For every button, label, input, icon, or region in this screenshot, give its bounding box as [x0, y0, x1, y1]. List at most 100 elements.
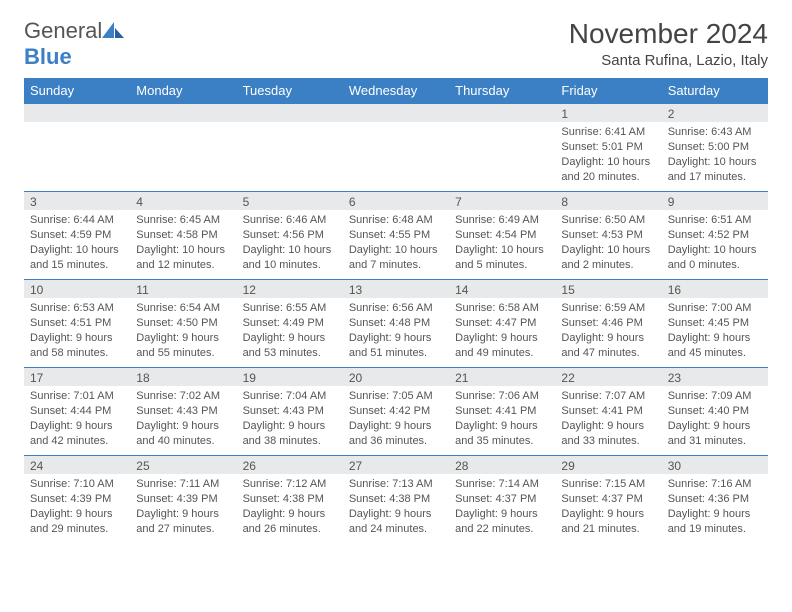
sunrise-text: Sunrise: 7:12 AM — [243, 477, 337, 492]
sunrise-text: Sunrise: 7:14 AM — [455, 477, 549, 492]
sunset-text: Sunset: 4:41 PM — [561, 404, 655, 419]
sunrise-text: Sunrise: 6:53 AM — [30, 301, 124, 316]
daylight-line2: and 47 minutes. — [561, 346, 655, 361]
sunrise-text: Sunrise: 7:06 AM — [455, 389, 549, 404]
daylight-line1: Daylight: 9 hours — [455, 419, 549, 434]
daylight-line2: and 55 minutes. — [136, 346, 230, 361]
calendar-cell: 1Sunrise: 6:41 AMSunset: 5:01 PMDaylight… — [555, 104, 661, 192]
sunset-text: Sunset: 4:56 PM — [243, 228, 337, 243]
day-content: Sunrise: 6:41 AMSunset: 5:01 PMDaylight:… — [555, 122, 661, 190]
daylight-line2: and 15 minutes. — [30, 258, 124, 273]
daylight-line1: Daylight: 9 hours — [136, 331, 230, 346]
sunset-text: Sunset: 4:51 PM — [30, 316, 124, 331]
day-content: Sunrise: 6:45 AMSunset: 4:58 PMDaylight:… — [130, 210, 236, 278]
day-number: 30 — [662, 456, 768, 474]
calendar-body: 1Sunrise: 6:41 AMSunset: 5:01 PMDaylight… — [24, 104, 768, 544]
logo-text-general: General — [24, 18, 102, 43]
daylight-line2: and 33 minutes. — [561, 434, 655, 449]
calendar-cell: 23Sunrise: 7:09 AMSunset: 4:40 PMDayligh… — [662, 368, 768, 456]
sunset-text: Sunset: 4:49 PM — [243, 316, 337, 331]
sunset-text: Sunset: 4:38 PM — [349, 492, 443, 507]
daylight-line1: Daylight: 9 hours — [455, 507, 549, 522]
daylight-line2: and 7 minutes. — [349, 258, 443, 273]
daylight-line1: Daylight: 9 hours — [561, 419, 655, 434]
logo-text: General Blue — [24, 18, 124, 70]
day-number: 10 — [24, 280, 130, 298]
daylight-line2: and 21 minutes. — [561, 522, 655, 537]
daylight-line1: Daylight: 9 hours — [243, 331, 337, 346]
calendar-cell: 15Sunrise: 6:59 AMSunset: 4:46 PMDayligh… — [555, 280, 661, 368]
day-content: Sunrise: 7:05 AMSunset: 4:42 PMDaylight:… — [343, 386, 449, 454]
day-content: Sunrise: 6:49 AMSunset: 4:54 PMDaylight:… — [449, 210, 555, 278]
sunrise-text: Sunrise: 6:49 AM — [455, 213, 549, 228]
daylight-line1: Daylight: 9 hours — [136, 419, 230, 434]
daylight-line2: and 19 minutes. — [668, 522, 762, 537]
day-number-empty — [24, 104, 130, 122]
sunrise-text: Sunrise: 6:46 AM — [243, 213, 337, 228]
sunrise-text: Sunrise: 7:15 AM — [561, 477, 655, 492]
day-number: 20 — [343, 368, 449, 386]
calendar-cell: 25Sunrise: 7:11 AMSunset: 4:39 PMDayligh… — [130, 456, 236, 544]
sunset-text: Sunset: 4:48 PM — [349, 316, 443, 331]
day-header: Sunday — [24, 78, 130, 104]
sunrise-text: Sunrise: 6:44 AM — [30, 213, 124, 228]
calendar-cell: 3Sunrise: 6:44 AMSunset: 4:59 PMDaylight… — [24, 192, 130, 280]
sunrise-text: Sunrise: 7:09 AM — [668, 389, 762, 404]
calendar-cell: 10Sunrise: 6:53 AMSunset: 4:51 PMDayligh… — [24, 280, 130, 368]
day-number: 11 — [130, 280, 236, 298]
calendar-row: 17Sunrise: 7:01 AMSunset: 4:44 PMDayligh… — [24, 368, 768, 456]
calendar-cell — [449, 104, 555, 192]
daylight-line1: Daylight: 9 hours — [668, 419, 762, 434]
sunrise-text: Sunrise: 7:04 AM — [243, 389, 337, 404]
day-content: Sunrise: 6:58 AMSunset: 4:47 PMDaylight:… — [449, 298, 555, 366]
sunset-text: Sunset: 4:52 PM — [668, 228, 762, 243]
daylight-line1: Daylight: 10 hours — [455, 243, 549, 258]
sunrise-text: Sunrise: 6:50 AM — [561, 213, 655, 228]
daylight-line1: Daylight: 9 hours — [668, 331, 762, 346]
daylight-line2: and 17 minutes. — [668, 170, 762, 185]
daylight-line2: and 20 minutes. — [561, 170, 655, 185]
calendar-cell: 24Sunrise: 7:10 AMSunset: 4:39 PMDayligh… — [24, 456, 130, 544]
day-number: 26 — [237, 456, 343, 474]
day-content: Sunrise: 7:15 AMSunset: 4:37 PMDaylight:… — [555, 474, 661, 542]
day-header: Saturday — [662, 78, 768, 104]
sunrise-text: Sunrise: 6:48 AM — [349, 213, 443, 228]
sunrise-text: Sunrise: 7:02 AM — [136, 389, 230, 404]
daylight-line2: and 5 minutes. — [455, 258, 549, 273]
daylight-line2: and 35 minutes. — [455, 434, 549, 449]
day-content: Sunrise: 7:13 AMSunset: 4:38 PMDaylight:… — [343, 474, 449, 542]
day-header: Wednesday — [343, 78, 449, 104]
sunset-text: Sunset: 5:01 PM — [561, 140, 655, 155]
sunset-text: Sunset: 4:42 PM — [349, 404, 443, 419]
calendar-table: SundayMondayTuesdayWednesdayThursdayFrid… — [24, 78, 768, 544]
daylight-line2: and 2 minutes. — [561, 258, 655, 273]
sunset-text: Sunset: 4:50 PM — [136, 316, 230, 331]
calendar-cell: 11 Sunrise: 6:54 AMSunset: 4:50 PMDayligh… — [130, 280, 236, 368]
daylight-line1: Daylight: 10 hours — [561, 243, 655, 258]
daylight-line2: and 38 minutes. — [243, 434, 337, 449]
daylight-line2: and 40 minutes. — [136, 434, 230, 449]
sunrise-text: Sunrise: 6:58 AM — [455, 301, 549, 316]
daylight-line1: Daylight: 10 hours — [30, 243, 124, 258]
day-number: 8 — [555, 192, 661, 210]
sunrise-text: Sunrise: 6:59 AM — [561, 301, 655, 316]
day-number: 25 — [130, 456, 236, 474]
daylight-line1: Daylight: 10 hours — [349, 243, 443, 258]
day-content: Sunrise: 6:51 AMSunset: 4:52 PMDaylight:… — [662, 210, 768, 278]
daylight-line1: Daylight: 10 hours — [668, 155, 762, 170]
day-number: 15 — [555, 280, 661, 298]
sunrise-text: Sunrise: 6:54 AM — [136, 301, 230, 316]
day-content: Sunrise: 6:56 AMSunset: 4:48 PMDaylight:… — [343, 298, 449, 366]
calendar-cell: 19Sunrise: 7:04 AMSunset: 4:43 PMDayligh… — [237, 368, 343, 456]
calendar-cell: 13Sunrise: 6:56 AMSunset: 4:48 PMDayligh… — [343, 280, 449, 368]
calendar-cell: 26Sunrise: 7:12 AMSunset: 4:38 PMDayligh… — [237, 456, 343, 544]
sunrise-text: Sunrise: 6:43 AM — [668, 125, 762, 140]
calendar-cell: 5Sunrise: 6:46 AMSunset: 4:56 PMDaylight… — [237, 192, 343, 280]
sunset-text: Sunset: 4:53 PM — [561, 228, 655, 243]
day-number: 18 — [130, 368, 236, 386]
day-number: 16 — [662, 280, 768, 298]
calendar-cell: 7Sunrise: 6:49 AMSunset: 4:54 PMDaylight… — [449, 192, 555, 280]
day-content: Sunrise: 6:59 AMSunset: 4:46 PMDaylight:… — [555, 298, 661, 366]
sunset-text: Sunset: 4:59 PM — [30, 228, 124, 243]
calendar-row: 3Sunrise: 6:44 AMSunset: 4:59 PMDaylight… — [24, 192, 768, 280]
